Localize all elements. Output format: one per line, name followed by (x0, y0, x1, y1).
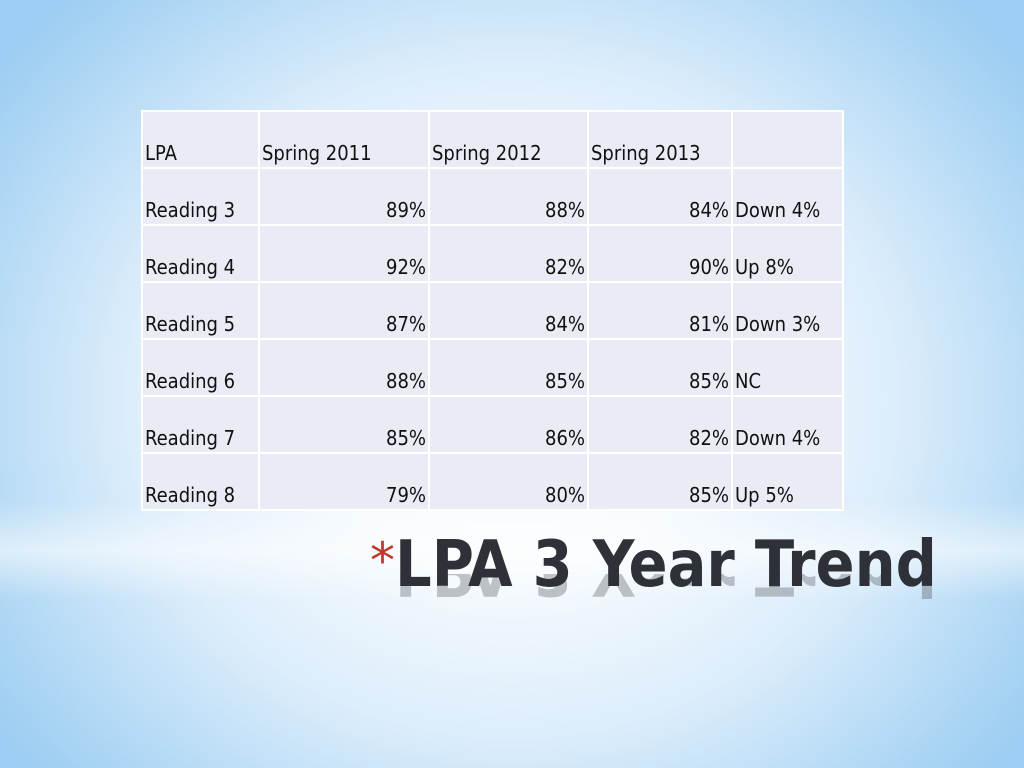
spring-2011-cell: 87% (258, 281, 430, 340)
spring-2012-cell: 82% (428, 224, 589, 283)
header-cell-change (731, 110, 844, 169)
title-bullet-asterisk: * (370, 532, 395, 590)
spring-2011-cell: 79% (258, 452, 430, 511)
spring-2011-cell: 88% (258, 338, 430, 397)
header-cell-spring-2013: Spring 2013 (587, 110, 733, 169)
spring-2012-cell: 84% (428, 281, 589, 340)
change-cell: NC (731, 338, 844, 397)
table-row: Reading 6 88% 85% 85% NC (141, 338, 844, 397)
spring-2012-cell: 88% (428, 167, 589, 226)
row-label-cell: Reading 6 (141, 338, 260, 397)
spring-2013-cell: 81% (587, 281, 733, 340)
header-cell-spring-2011: Spring 2011 (258, 110, 430, 169)
spring-2013-cell: 85% (587, 338, 733, 397)
change-cell: Up 5% (731, 452, 844, 511)
table-row: Reading 5 87% 84% 81% Down 3% (141, 281, 844, 340)
spring-2013-cell: 84% (587, 167, 733, 226)
lpa-trend-table: LPA Spring 2011 Spring 2012 Spring 2013 … (141, 110, 844, 511)
spring-2013-cell: 85% (587, 452, 733, 511)
change-cell: Down 3% (731, 281, 844, 340)
spring-2011-cell: 89% (258, 167, 430, 226)
reflection-text: LPA 3 Year Trend (395, 574, 937, 608)
header-cell-lpa: LPA (141, 110, 260, 169)
table-row: Reading 7 85% 86% 82% Down 4% (141, 395, 844, 454)
table-row: Reading 3 89% 88% 84% Down 4% (141, 167, 844, 226)
row-label-cell: Reading 7 (141, 395, 260, 454)
spring-2012-cell: 80% (428, 452, 589, 511)
spring-2011-cell: 85% (258, 395, 430, 454)
title-text: LPA 3 Year Trend (395, 528, 937, 602)
row-label-cell: Reading 3 (141, 167, 260, 226)
row-label-cell: Reading 5 (141, 281, 260, 340)
title-reflection: *LPA 3 Year Trend (370, 574, 937, 608)
row-label-cell: Reading 4 (141, 224, 260, 283)
spring-2013-cell: 90% (587, 224, 733, 283)
change-cell: Down 4% (731, 395, 844, 454)
table-row: Reading 4 92% 82% 90% Up 8% (141, 224, 844, 283)
table-row: Reading 8 79% 80% 85% Up 5% (141, 452, 844, 511)
change-cell: Down 4% (731, 167, 844, 226)
spring-2013-cell: 82% (587, 395, 733, 454)
spring-2012-cell: 86% (428, 395, 589, 454)
header-cell-spring-2012: Spring 2012 (428, 110, 589, 169)
table-header-row: LPA Spring 2011 Spring 2012 Spring 2013 (141, 110, 844, 169)
spring-2011-cell: 92% (258, 224, 430, 283)
change-cell: Up 8% (731, 224, 844, 283)
background-haze (0, 500, 1024, 600)
row-label-cell: Reading 8 (141, 452, 260, 511)
slide-title: *LPA 3 Year Trend (370, 528, 937, 608)
spring-2012-cell: 85% (428, 338, 589, 397)
